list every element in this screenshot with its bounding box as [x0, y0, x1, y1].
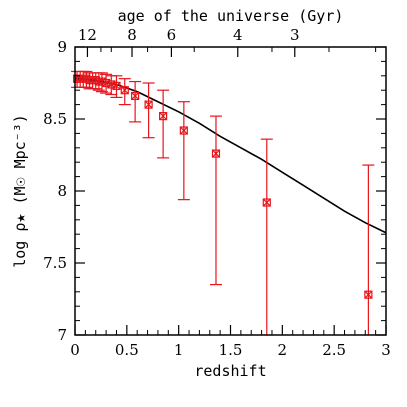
data-point [157, 89, 170, 159]
x-tick-label: 0.5 [115, 341, 139, 359]
marker-cross [364, 290, 373, 299]
top-tick-label: 8 [127, 26, 137, 44]
y-tick-label: 8.5 [43, 110, 67, 128]
marker-cross [120, 86, 129, 95]
marker-cross [212, 149, 220, 158]
marker-square [131, 91, 140, 101]
x-tick-label: 2.5 [322, 341, 346, 359]
marker-cross [179, 126, 188, 135]
y-tick-label: 8 [57, 182, 67, 200]
data-point [118, 78, 131, 106]
x-axis-label: redshift [194, 362, 266, 380]
y-axis-label: log ρ★ (M☉ Mpc⁻³) [11, 114, 29, 268]
marker-cross [159, 112, 168, 121]
data-point [177, 101, 190, 201]
x-tick-label: 0 [70, 341, 80, 359]
marker-cross [131, 92, 140, 100]
data-point [260, 138, 273, 335]
data-point [142, 82, 155, 139]
data-point [129, 80, 142, 123]
x-tick-label: 3 [381, 341, 391, 359]
x-tick-label: 1 [174, 341, 184, 359]
x-tick-label: 2 [278, 341, 288, 359]
tick-labels: 0 0.5 1 1.5 2 2.5 3 7 7.5 8 8.5 9 12 8 6 4 3 [43, 26, 391, 359]
top-tick-label: 12 [78, 26, 97, 44]
plot-area [71, 70, 387, 335]
top-tick-label: 3 [290, 26, 300, 44]
marker-square [179, 126, 188, 135]
y-tick-label: 7 [57, 326, 67, 344]
y-tick-label: 9 [57, 38, 67, 56]
marker-square [112, 81, 121, 90]
data-point [209, 115, 222, 286]
marker-cross [112, 81, 121, 90]
x-tick-label: 1.5 [219, 341, 243, 359]
top-tick-label: 4 [233, 26, 243, 44]
data-point [362, 164, 375, 335]
marker-square [211, 149, 221, 158]
top-axis-label: age of the universe (Gyr) [118, 7, 344, 25]
model-curve [74, 77, 387, 234]
marker-cross [262, 198, 271, 207]
axis-ticks [74, 46, 387, 336]
marker-square [120, 86, 129, 95]
marker-square [364, 290, 373, 299]
data-point [110, 75, 123, 99]
marker-square [262, 198, 271, 207]
top-tick-label: 6 [167, 26, 177, 44]
marker-cross [144, 100, 153, 109]
marker-square [159, 112, 168, 121]
marker-square [144, 100, 153, 109]
y-tick-label: 7.5 [43, 254, 67, 272]
